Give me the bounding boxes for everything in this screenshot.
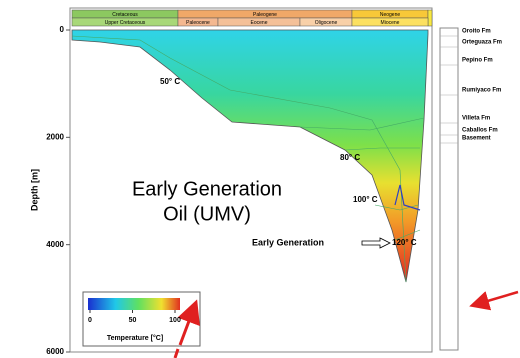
annotation-arrow bbox=[361, 237, 391, 249]
isotherm-label: 100° C bbox=[353, 195, 378, 204]
plot-frame bbox=[69, 7, 433, 353]
overlay-text: Early Generation bbox=[132, 178, 282, 200]
epoch-label: Oligocene bbox=[315, 20, 338, 26]
colorbar bbox=[88, 298, 180, 310]
colorbar-tick-label: 50 bbox=[129, 317, 137, 324]
pointer-arrow bbox=[469, 290, 519, 311]
epoch-label: Miocene bbox=[381, 20, 400, 26]
formation-column bbox=[439, 27, 459, 351]
epoch-cell bbox=[351, 17, 429, 27]
isotherm-line bbox=[394, 184, 421, 211]
formation-label: Pepino Fm bbox=[462, 58, 493, 64]
formation-label: Rumiyaco Fm bbox=[462, 88, 501, 94]
epoch-label: Eocene bbox=[251, 20, 268, 26]
isotherm-label: 120° C bbox=[392, 238, 417, 247]
y-tick-label: 6000 bbox=[46, 347, 64, 356]
period-label: Cretaceous bbox=[112, 12, 138, 18]
formation-label: Caballos Fm bbox=[462, 128, 498, 134]
pointer-arrow bbox=[173, 348, 180, 358]
period-label: Neogene bbox=[380, 12, 401, 18]
epoch-label: Upper Cretaceous bbox=[105, 20, 146, 26]
colorbar-tick-label: 0 bbox=[88, 317, 92, 324]
formation-label: Oroito Fm bbox=[462, 29, 491, 35]
formation-label: Basement bbox=[462, 136, 491, 142]
overlay-text: Oil (UMV) bbox=[163, 203, 251, 225]
y-tick-label: 4000 bbox=[46, 240, 64, 249]
pointer-arrow bbox=[177, 299, 200, 346]
isotherm-label: 50° C bbox=[160, 77, 180, 86]
formation-label: Villeta Fm bbox=[462, 116, 490, 122]
y-tick-label: 0 bbox=[60, 25, 65, 34]
annotation: Early Generation bbox=[252, 237, 324, 247]
formation-label: Orteguaza Fm bbox=[462, 40, 502, 46]
period-cell bbox=[427, 9, 433, 27]
colorbar-tick-label: 100 bbox=[169, 317, 181, 324]
y-tick-label: 2000 bbox=[46, 132, 64, 141]
epoch-label: Paleocene bbox=[186, 20, 210, 26]
y-axis-label: Depth [m] bbox=[29, 169, 39, 211]
colorbar-label: Temperature [°C] bbox=[107, 334, 163, 342]
period-label: Paleogene bbox=[253, 12, 277, 18]
isotherm-label: 80° C bbox=[340, 153, 360, 162]
horizon-lines bbox=[71, 35, 425, 283]
